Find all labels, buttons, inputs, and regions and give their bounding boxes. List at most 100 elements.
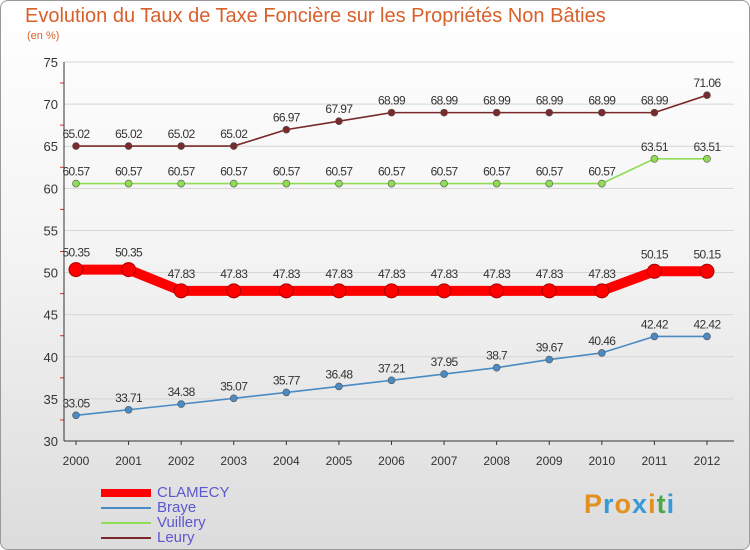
series-vuillery: 60.57 60.57 60.57 60.57 60.57 60.57 60.57 60.57… bbox=[62, 140, 722, 188]
data-label: 60.57 bbox=[168, 165, 196, 179]
x-tick-label: 2003 bbox=[220, 454, 247, 468]
data-point bbox=[335, 179, 343, 188]
data-point bbox=[177, 142, 185, 150]
data-label: 47.83 bbox=[168, 267, 196, 281]
y-tick-label: 70 bbox=[44, 97, 58, 112]
data-point bbox=[229, 179, 238, 188]
data-label: 47.83 bbox=[588, 267, 616, 281]
data-label: 33.71 bbox=[115, 391, 143, 405]
proxiti-logo: Proxiti bbox=[584, 489, 675, 520]
logo-letter: t bbox=[656, 489, 667, 519]
data-point bbox=[72, 142, 80, 150]
data-point bbox=[177, 179, 185, 188]
chart-subtitle: (en %) bbox=[27, 30, 60, 42]
data-point bbox=[124, 179, 133, 188]
data-point bbox=[72, 411, 80, 420]
legend-label: Braye bbox=[157, 499, 197, 516]
data-label: 66.97 bbox=[273, 111, 301, 125]
data-point bbox=[124, 405, 133, 414]
data-label: 47.83 bbox=[220, 267, 248, 281]
data-point bbox=[650, 154, 659, 163]
data-point bbox=[229, 142, 238, 150]
data-point bbox=[173, 283, 189, 299]
legend-item-vuillery: Vuillery bbox=[101, 515, 230, 530]
x-tick-label: 2001 bbox=[115, 454, 142, 468]
data-label: 38.7 bbox=[486, 349, 508, 363]
data-label: 68.99 bbox=[431, 94, 459, 108]
series-line-braye bbox=[75, 335, 708, 417]
x-tick-label: 2004 bbox=[273, 454, 300, 468]
legend-label: Vuillery bbox=[157, 514, 206, 531]
y-tick-label: 40 bbox=[44, 350, 58, 365]
x-tick-label: 2002 bbox=[168, 454, 195, 468]
data-label: 39.67 bbox=[536, 341, 564, 355]
legend-swatch bbox=[101, 506, 151, 509]
legend-swatch bbox=[101, 536, 151, 539]
data-label: 40.46 bbox=[588, 334, 616, 348]
data-label: 65.02 bbox=[62, 127, 90, 141]
data-label: 63.51 bbox=[693, 140, 721, 154]
logo-letter: x bbox=[632, 489, 649, 519]
data-point bbox=[703, 91, 711, 99]
legend-label: CLAMECY bbox=[157, 484, 230, 501]
data-label: 60.57 bbox=[325, 165, 353, 179]
data-point bbox=[387, 376, 396, 385]
data-label: 47.83 bbox=[273, 267, 301, 281]
data-label: 60.57 bbox=[115, 165, 143, 179]
series-leury: 65.02 65.02 65.02 65.02 66.97 67.97 68.99 68.99… bbox=[62, 76, 722, 150]
data-point bbox=[440, 370, 448, 378]
data-label: 37.21 bbox=[378, 361, 406, 375]
data-label: 60.57 bbox=[273, 165, 301, 179]
data-point bbox=[282, 125, 291, 134]
data-point bbox=[331, 283, 347, 299]
data-point bbox=[387, 179, 396, 188]
legend-item-braye: Braye bbox=[101, 500, 230, 515]
data-label: 68.99 bbox=[378, 94, 406, 108]
data-point bbox=[335, 382, 343, 391]
x-tick-label: 2010 bbox=[588, 454, 615, 468]
data-label: 35.77 bbox=[273, 373, 301, 387]
data-point bbox=[229, 394, 238, 403]
x-tick-label: 2009 bbox=[536, 454, 563, 468]
data-point bbox=[598, 108, 606, 117]
logo-letter: o bbox=[614, 489, 633, 519]
x-tick-label: 2006 bbox=[378, 454, 405, 468]
data-point bbox=[436, 283, 452, 299]
data-label: 68.99 bbox=[536, 94, 564, 108]
x-tick-label: 2005 bbox=[326, 454, 353, 468]
data-point bbox=[68, 262, 84, 278]
data-label: 47.83 bbox=[325, 267, 353, 281]
data-label: 50.35 bbox=[62, 246, 90, 260]
data-point bbox=[545, 108, 554, 117]
data-label: 68.99 bbox=[641, 94, 669, 108]
data-point bbox=[282, 388, 291, 397]
series-braye: 33.05 33.71 34.38 35.07 35.77 36.48 37.21 37.95… bbox=[62, 317, 722, 420]
data-point bbox=[699, 263, 715, 279]
y-tick-label: 65 bbox=[44, 139, 58, 154]
data-point bbox=[384, 283, 399, 299]
data-point bbox=[177, 400, 185, 408]
legend-label: Leury bbox=[157, 529, 195, 546]
data-label: 33.05 bbox=[62, 396, 90, 410]
data-point bbox=[440, 108, 448, 117]
data-label: 50.35 bbox=[115, 246, 143, 260]
data-label: 47.83 bbox=[378, 267, 406, 281]
x-tick-label: 2012 bbox=[694, 454, 721, 468]
x-tick-label: 2000 bbox=[63, 454, 90, 468]
y-tick-label: 60 bbox=[44, 181, 58, 196]
series-clamecy: 50.35 50.35 47.83 47.83 47.83 47.83 47.83 47.83… bbox=[62, 246, 722, 299]
data-point bbox=[492, 363, 501, 372]
data-label: 47.83 bbox=[431, 267, 459, 281]
data-point bbox=[594, 283, 610, 299]
chart-title: Evolution du Taux de Taxe Foncière sur l… bbox=[25, 5, 606, 27]
logo-letter: r bbox=[603, 489, 615, 519]
y-tick-label: 30 bbox=[44, 434, 58, 449]
logo-letter: i bbox=[666, 489, 676, 519]
data-point bbox=[598, 349, 606, 357]
data-label: 65.02 bbox=[220, 127, 248, 141]
data-label: 60.57 bbox=[220, 165, 248, 179]
data-point bbox=[598, 179, 606, 188]
data-label: 47.83 bbox=[536, 267, 564, 281]
data-label: 63.51 bbox=[641, 140, 669, 154]
data-point bbox=[545, 179, 554, 188]
